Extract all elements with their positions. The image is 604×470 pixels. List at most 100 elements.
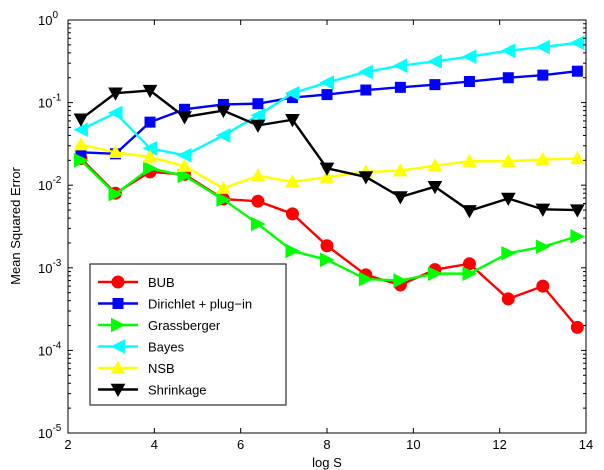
y-axis-label: Mean Squared Error bbox=[8, 166, 23, 284]
legend-box bbox=[89, 263, 287, 406]
x-tick-label: 6 bbox=[237, 437, 244, 452]
data-point bbox=[358, 64, 373, 80]
data-point bbox=[393, 163, 408, 177]
data-point bbox=[535, 39, 550, 55]
data-point bbox=[107, 105, 123, 121]
data-point bbox=[73, 153, 89, 168]
data-point bbox=[319, 169, 335, 183]
data-point bbox=[144, 116, 156, 128]
data-point bbox=[501, 292, 515, 306]
series-4 bbox=[73, 137, 585, 194]
legend-item: NSB bbox=[98, 360, 175, 376]
data-point bbox=[285, 114, 300, 128]
data-point bbox=[250, 216, 266, 232]
data-point bbox=[108, 87, 123, 101]
legend-item: Dirichlet + plug−in bbox=[98, 297, 252, 312]
data-point bbox=[537, 69, 549, 81]
y-tick-label: 10-1 bbox=[38, 93, 62, 111]
data-point bbox=[284, 85, 300, 101]
x-tick-label: 2 bbox=[64, 437, 71, 452]
legend-marker bbox=[110, 360, 126, 374]
series-3 bbox=[73, 35, 585, 163]
data-point bbox=[319, 75, 334, 90]
x-tick-label: 14 bbox=[579, 437, 593, 452]
data-point bbox=[535, 239, 551, 255]
legend-item: Bayes bbox=[98, 339, 185, 355]
data-point bbox=[215, 128, 231, 143]
data-point bbox=[252, 98, 264, 110]
legend-label: BUB bbox=[148, 275, 175, 290]
data-point bbox=[501, 245, 516, 261]
legend-label: Dirichlet + plug−in bbox=[148, 297, 252, 312]
legend-item: Shrinkage bbox=[98, 383, 207, 398]
data-point bbox=[462, 257, 476, 271]
data-point bbox=[285, 207, 299, 221]
legend-marker bbox=[110, 383, 126, 398]
data-point bbox=[176, 148, 192, 163]
legend-label: Bayes bbox=[148, 340, 185, 355]
data-point bbox=[502, 72, 514, 84]
data-point bbox=[427, 180, 443, 195]
data-point bbox=[216, 180, 231, 194]
data-point bbox=[73, 137, 89, 151]
data-point bbox=[177, 168, 193, 184]
y-tick-label: 10-2 bbox=[38, 175, 62, 193]
data-point bbox=[570, 229, 585, 244]
data-point bbox=[569, 35, 585, 51]
data-point bbox=[463, 76, 475, 88]
series-2 bbox=[73, 153, 585, 288]
data-point bbox=[319, 162, 335, 176]
data-point bbox=[429, 79, 441, 91]
data-point bbox=[360, 84, 372, 96]
data-point bbox=[250, 168, 266, 182]
legend-item: BUB bbox=[98, 275, 175, 290]
data-point bbox=[393, 191, 408, 205]
y-tick-label: 10-3 bbox=[38, 258, 62, 276]
series-5 bbox=[73, 84, 585, 219]
data-point bbox=[73, 113, 89, 127]
data-point bbox=[500, 192, 516, 207]
data-point bbox=[320, 239, 334, 253]
data-point bbox=[535, 151, 551, 166]
x-tick-label: 10 bbox=[406, 437, 420, 452]
legend-label: Shrinkage bbox=[148, 383, 207, 398]
data-point bbox=[108, 186, 124, 202]
data-point bbox=[142, 84, 158, 99]
data-point bbox=[358, 271, 374, 287]
data-point bbox=[570, 320, 584, 334]
data-point bbox=[462, 153, 477, 167]
data-point bbox=[536, 279, 550, 293]
x-axis-label: log S bbox=[312, 455, 342, 470]
data-point bbox=[427, 54, 442, 69]
data-point bbox=[143, 161, 158, 176]
data-point bbox=[250, 108, 265, 123]
data-point bbox=[394, 81, 406, 93]
data-point bbox=[427, 158, 443, 172]
data-point bbox=[392, 58, 408, 73]
data-point bbox=[461, 49, 477, 64]
data-point bbox=[285, 243, 301, 259]
legend-item: Grassberger bbox=[98, 317, 221, 333]
data-point bbox=[462, 266, 478, 281]
legend-label: NSB bbox=[148, 361, 175, 376]
legend-marker bbox=[111, 317, 126, 333]
data-point bbox=[571, 65, 583, 77]
series-1 bbox=[75, 65, 583, 160]
data-point bbox=[177, 111, 192, 125]
data-point bbox=[142, 149, 158, 163]
x-tick-label: 8 bbox=[323, 437, 330, 452]
y-tick-label: 100 bbox=[38, 10, 58, 28]
data-point bbox=[177, 158, 192, 172]
data-point bbox=[250, 119, 266, 133]
y-tick-label: 10-4 bbox=[38, 340, 62, 358]
y-tick-label: 10-5 bbox=[38, 423, 62, 441]
legend-marker bbox=[111, 275, 125, 289]
data-point bbox=[216, 192, 232, 207]
data-point bbox=[285, 174, 300, 188]
data-point bbox=[462, 205, 477, 219]
data-point bbox=[320, 252, 335, 268]
legend-marker bbox=[112, 298, 124, 309]
legend-marker bbox=[110, 339, 125, 354]
data-point bbox=[535, 203, 551, 217]
